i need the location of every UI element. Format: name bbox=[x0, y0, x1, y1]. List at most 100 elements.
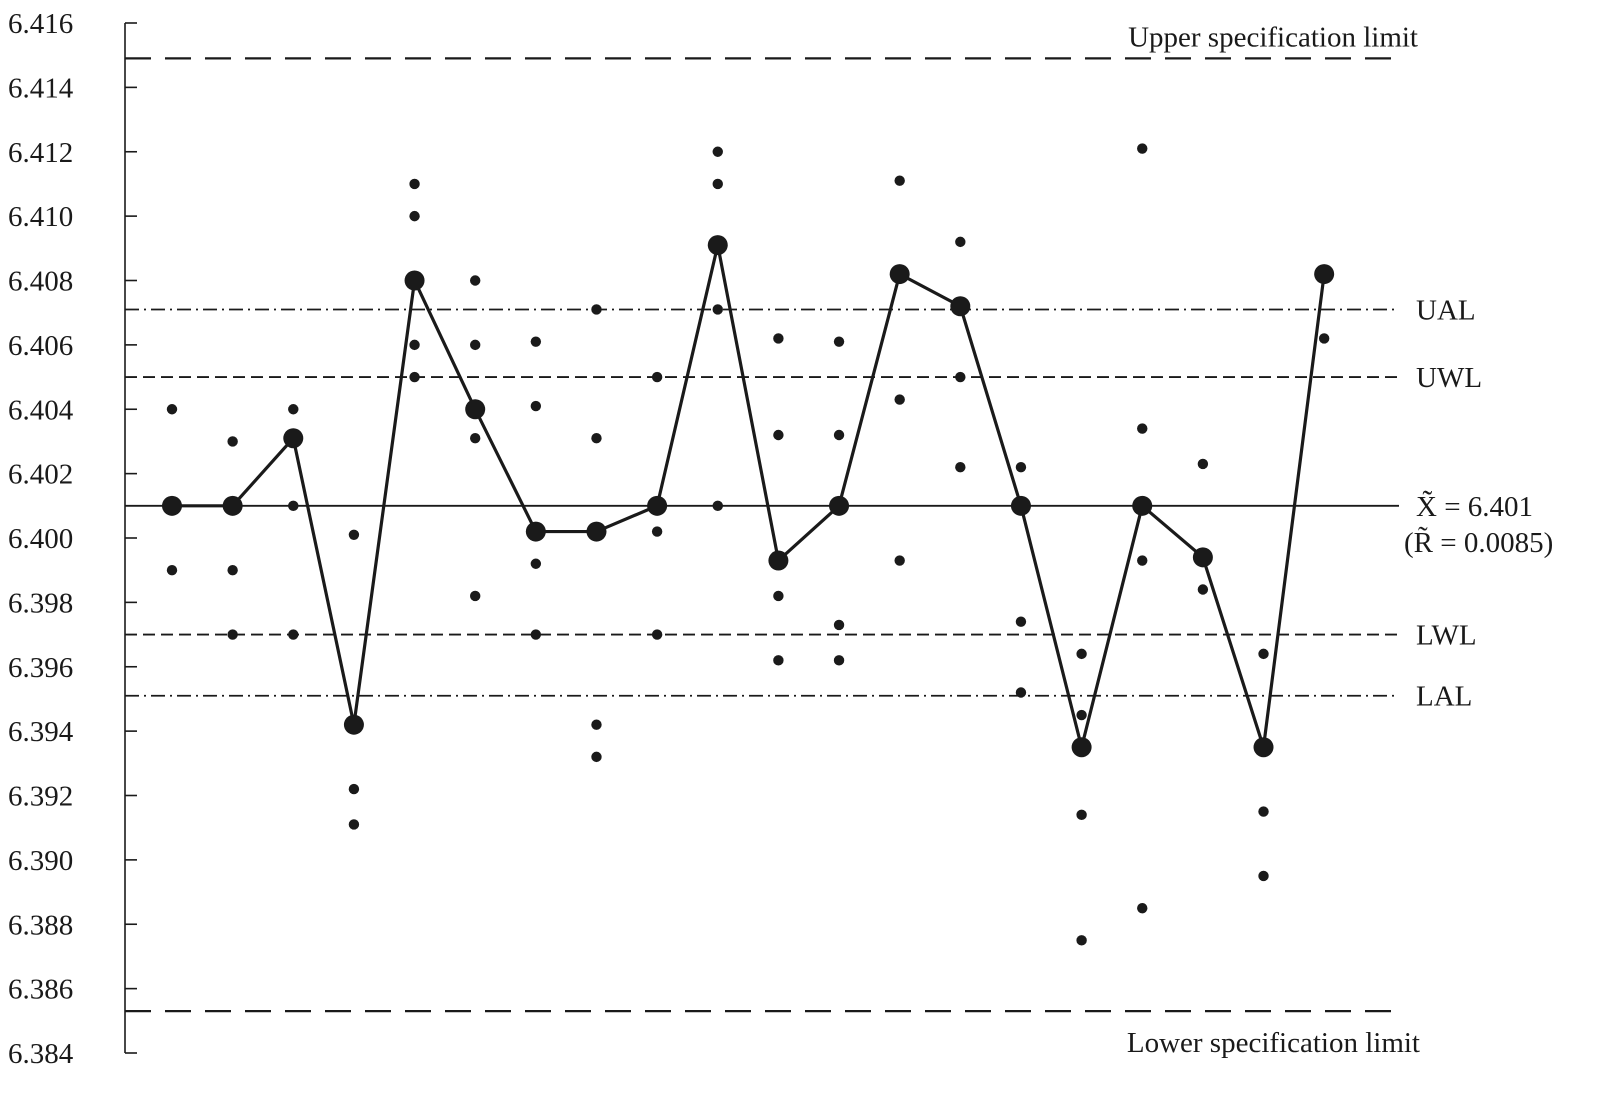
reading-point bbox=[530, 336, 542, 347]
reading-point bbox=[348, 529, 360, 540]
median-point bbox=[1314, 264, 1335, 285]
reading-point bbox=[1137, 902, 1148, 914]
reading-point bbox=[1137, 555, 1148, 566]
reading-point bbox=[833, 619, 845, 631]
reading-point bbox=[712, 146, 723, 157]
reading-point bbox=[1137, 143, 1148, 154]
median-line bbox=[172, 244, 1326, 748]
y-tick-label: 6.406 bbox=[8, 330, 73, 362]
reading-point bbox=[894, 555, 905, 566]
y-tick-label: 6.416 bbox=[8, 8, 73, 40]
reading-point bbox=[530, 629, 542, 640]
median-point bbox=[889, 264, 910, 285]
reading-point bbox=[833, 429, 845, 441]
median-point bbox=[707, 235, 728, 256]
median-point bbox=[586, 521, 607, 542]
median-point bbox=[222, 495, 243, 516]
reading-point bbox=[712, 500, 723, 512]
ref-label-uwl: UWL bbox=[1416, 362, 1482, 394]
reading-point bbox=[1137, 423, 1148, 434]
median-point bbox=[1132, 495, 1153, 516]
median-polyline bbox=[172, 244, 1326, 748]
reading-point bbox=[409, 339, 420, 351]
reading-point bbox=[955, 461, 966, 473]
reading-point bbox=[288, 404, 299, 415]
reading-point bbox=[1258, 648, 1269, 660]
reading-point bbox=[1258, 806, 1269, 817]
reference-labels: Upper specification limit UAL UWL X̃̃ = 6.4… bbox=[1127, 21, 1553, 1059]
ref-label-usl: Upper specification limit bbox=[1128, 21, 1418, 53]
reading-point bbox=[591, 719, 602, 730]
reading-point bbox=[470, 590, 481, 602]
median-point bbox=[950, 296, 971, 317]
median-point bbox=[343, 714, 364, 735]
reading-point bbox=[470, 433, 481, 444]
y-tick-label: 6.414 bbox=[8, 72, 74, 104]
reading-point bbox=[1076, 648, 1087, 660]
ref-label-lsl: Lower specification limit bbox=[1127, 1027, 1420, 1059]
reading-point bbox=[894, 394, 905, 405]
median-point bbox=[525, 521, 546, 542]
reading-point bbox=[166, 564, 178, 576]
reading-point bbox=[773, 590, 784, 602]
reading-point bbox=[651, 629, 663, 640]
median-point bbox=[768, 550, 789, 571]
y-tick-label: 6.412 bbox=[8, 137, 73, 169]
y-axis: 6.384 6.386 6.388 6.390 6.392 6.394 6.396 6.398… bbox=[8, 8, 137, 1070]
y-tick-label: 6.410 bbox=[8, 201, 73, 233]
median-point bbox=[1192, 547, 1213, 568]
y-tick-label: 6.384 bbox=[8, 1038, 74, 1070]
reading-point bbox=[1015, 687, 1027, 698]
median-point bbox=[283, 428, 304, 449]
reading-point bbox=[1015, 461, 1027, 473]
y-tick-label: 6.390 bbox=[8, 845, 73, 877]
reading-point bbox=[651, 371, 663, 383]
reading-point bbox=[348, 783, 360, 795]
reading-point bbox=[1015, 616, 1027, 627]
reading-point bbox=[773, 429, 784, 441]
median-point bbox=[162, 495, 182, 516]
data-points bbox=[162, 143, 1335, 946]
median-point bbox=[465, 399, 486, 420]
reading-point bbox=[1318, 333, 1330, 344]
reading-point bbox=[591, 751, 602, 763]
median-point bbox=[404, 270, 425, 291]
median-point bbox=[647, 495, 668, 516]
reading-point bbox=[651, 526, 663, 537]
reading-point bbox=[894, 175, 905, 186]
ref-label-ual: UAL bbox=[1416, 294, 1476, 326]
reading-point bbox=[1197, 584, 1209, 595]
reference-lines bbox=[125, 57, 1399, 1013]
reading-point bbox=[591, 304, 602, 315]
y-tick-label: 6.408 bbox=[8, 266, 73, 298]
y-tick-label: 6.386 bbox=[8, 974, 73, 1006]
median-point bbox=[1253, 737, 1274, 758]
reading-point bbox=[591, 433, 602, 444]
reading-point bbox=[227, 436, 238, 447]
median-point bbox=[1010, 495, 1031, 516]
y-tick-label: 6.392 bbox=[8, 781, 73, 813]
reading-point bbox=[773, 655, 784, 666]
reading-point bbox=[530, 400, 542, 412]
reading-point bbox=[712, 178, 723, 190]
reading-point bbox=[348, 819, 360, 830]
reading-point bbox=[166, 404, 178, 415]
reading-point bbox=[712, 304, 723, 315]
y-tick-label: 6.396 bbox=[8, 652, 73, 684]
ref-label-lal: LAL bbox=[1416, 681, 1472, 713]
reading-point bbox=[1076, 709, 1087, 721]
reading-point bbox=[1258, 870, 1269, 882]
reading-point bbox=[1076, 935, 1087, 946]
median-point bbox=[829, 495, 850, 516]
reading-point bbox=[773, 333, 784, 344]
reading-point bbox=[955, 236, 966, 248]
reading-point bbox=[470, 339, 481, 351]
y-tick-label: 6.398 bbox=[8, 587, 73, 619]
ref-sublabel-center: (R̃ = 0.0085) bbox=[1404, 526, 1553, 559]
reading-point bbox=[409, 178, 420, 190]
reading-point bbox=[833, 655, 845, 666]
y-tick-label: 6.388 bbox=[8, 909, 73, 941]
y-tick-label: 6.402 bbox=[8, 459, 73, 491]
reading-point bbox=[409, 371, 420, 383]
